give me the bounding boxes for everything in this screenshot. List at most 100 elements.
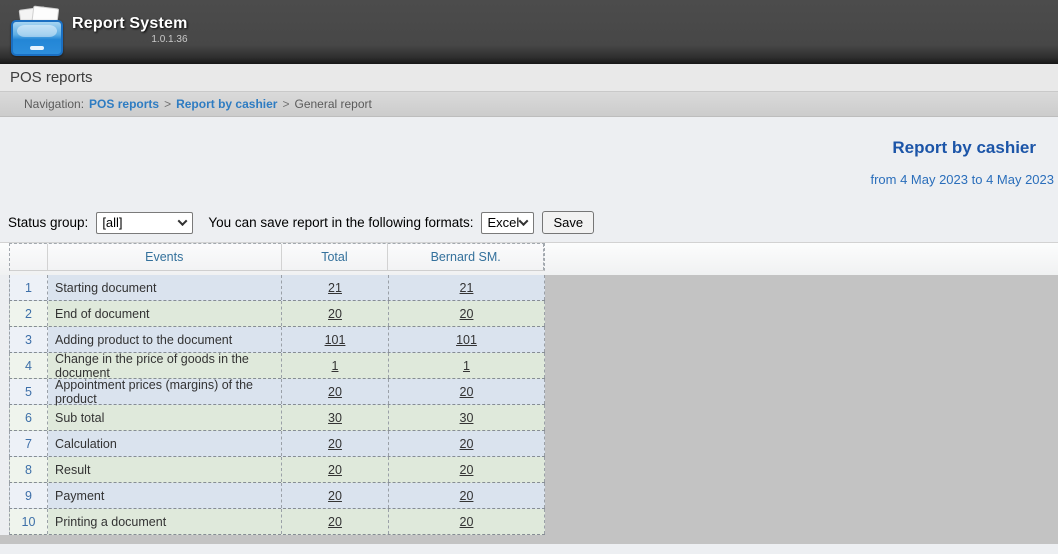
- table-row: 3 Adding product to the document 101 101: [9, 327, 545, 353]
- event-name: Result: [48, 457, 282, 482]
- bernard-value-link[interactable]: 21: [459, 280, 474, 295]
- breadcrumb-link-pos-reports[interactable]: POS reports: [89, 97, 160, 111]
- column-header-events: Events: [48, 244, 282, 270]
- table-header-row: Events Total Bernard SM.: [9, 243, 545, 271]
- bernard-value-link[interactable]: 30: [459, 410, 474, 425]
- bernard-cell: 1: [389, 353, 545, 378]
- table-row: 8 Result 20 20: [9, 457, 545, 483]
- event-name: Adding product to the document: [48, 327, 282, 352]
- column-header-bernard: Bernard SM.: [388, 244, 544, 270]
- bernard-cell: 20: [389, 379, 545, 404]
- table-header-band: Events Total Bernard SM.: [0, 242, 1058, 275]
- total-cell: 21: [282, 275, 389, 300]
- event-name: Calculation: [48, 431, 282, 456]
- column-header-total: Total: [282, 244, 389, 270]
- section-title: POS reports: [10, 69, 93, 86]
- table-row: 7 Calculation 20 20: [9, 431, 545, 457]
- bernard-value-link[interactable]: 20: [459, 514, 474, 529]
- table-row: 5 Appointment prices (margins) of the pro…: [9, 378, 545, 406]
- event-name: Appointment prices (margins) of the prod…: [48, 378, 282, 406]
- total-value-link[interactable]: 21: [328, 280, 342, 295]
- row-number: 2: [10, 301, 48, 326]
- row-number: 6: [10, 405, 48, 430]
- total-value-link[interactable]: 20: [328, 384, 342, 399]
- total-value-link[interactable]: 101: [324, 332, 346, 347]
- total-value-link[interactable]: 1: [331, 358, 339, 373]
- bernard-value-link[interactable]: 20: [459, 384, 474, 399]
- total-cell: 20: [282, 483, 389, 508]
- chevron-down-icon: [177, 216, 188, 227]
- event-name: Payment: [48, 483, 282, 508]
- total-value-link[interactable]: 20: [328, 514, 342, 529]
- bernard-value-link[interactable]: 20: [459, 436, 474, 451]
- format-select[interactable]: Excel: [481, 211, 535, 234]
- table-row: 6 Sub total 30 30: [9, 405, 545, 431]
- table-row: 9 Payment 20 20: [9, 483, 545, 509]
- chevron-down-icon: [519, 216, 529, 227]
- save-format-label: You can save report in the following for…: [208, 215, 474, 230]
- bernard-cell: 20: [389, 431, 545, 456]
- app-header: Report System 1.0.1.36: [0, 0, 1058, 64]
- bernard-cell: 20: [389, 301, 545, 326]
- report-controls: Status group: [all] You can save report …: [0, 211, 1058, 234]
- total-cell: 20: [282, 301, 389, 326]
- bernard-value-link[interactable]: 1: [463, 358, 470, 373]
- total-cell: 20: [282, 509, 389, 534]
- total-cell: 1: [282, 353, 389, 378]
- app-logo-icon: [10, 5, 66, 58]
- report-period: from 4 May 2023 to 4 May 2023: [870, 172, 1054, 187]
- total-value-link[interactable]: 20: [328, 306, 342, 321]
- row-number: 3: [10, 327, 48, 352]
- status-group-label: Status group:: [8, 215, 89, 230]
- row-number: 7: [10, 431, 48, 456]
- bernard-cell: 21: [389, 275, 545, 300]
- save-button[interactable]: Save: [542, 211, 595, 234]
- bernard-cell: 101: [389, 327, 545, 352]
- total-cell: 30: [282, 405, 389, 430]
- breadcrumb-current: General report: [294, 97, 372, 111]
- total-cell: 20: [282, 457, 389, 482]
- breadcrumb-separator: >: [282, 97, 290, 111]
- total-cell: 20: [282, 379, 389, 404]
- bernard-value-link[interactable]: 20: [459, 488, 474, 503]
- bernard-value-link[interactable]: 20: [459, 462, 474, 477]
- bernard-value-link[interactable]: 20: [459, 306, 474, 321]
- total-cell: 101: [282, 327, 389, 352]
- row-number: 1: [10, 275, 48, 300]
- report-title: Report by cashier: [892, 138, 1036, 157]
- table-row: 10 Printing a document 20 20: [9, 509, 545, 535]
- section-bar: POS reports: [0, 64, 1058, 92]
- table-row: 2 End of document 20 20: [9, 301, 545, 327]
- total-value-link[interactable]: 20: [328, 462, 342, 477]
- total-value-link[interactable]: 30: [328, 410, 342, 425]
- bernard-value-link[interactable]: 101: [456, 332, 477, 347]
- total-cell: 20: [282, 431, 389, 456]
- event-name: Printing a document: [48, 509, 282, 534]
- bernard-cell: 30: [389, 405, 545, 430]
- row-number: 8: [10, 457, 48, 482]
- breadcrumb: Navigation: POS reports > Report by cash…: [0, 92, 1058, 117]
- event-name: Sub total: [48, 405, 282, 430]
- table-row: 4 Change in the price of goods in the doc…: [9, 352, 545, 380]
- breadcrumb-link-report-by-cashier[interactable]: Report by cashier: [176, 97, 278, 111]
- events-table: 1 Starting document 21 21 2 End of document 20…: [0, 275, 545, 535]
- row-number: 10: [10, 509, 48, 534]
- total-value-link[interactable]: 20: [328, 436, 342, 451]
- total-value-link[interactable]: 20: [328, 488, 342, 503]
- breadcrumb-separator: >: [164, 97, 172, 111]
- row-number: 9: [10, 483, 48, 508]
- table-body-band: 1 Starting document 21 21 2 End of document 20…: [0, 275, 1058, 544]
- row-number: 5: [10, 379, 48, 404]
- column-header-num: [10, 244, 48, 270]
- report-content: Report by cashier from 4 May 2023 to 4 M…: [0, 117, 1058, 554]
- bernard-cell: 20: [389, 509, 545, 534]
- event-name: End of document: [48, 301, 282, 326]
- breadcrumb-label: Navigation:: [24, 97, 85, 111]
- event-name: Change in the price of goods in the docu…: [48, 352, 282, 380]
- app-version: 1.0.1.36: [151, 34, 188, 45]
- table-row: 1 Starting document 21 21: [9, 275, 545, 301]
- bernard-cell: 20: [389, 457, 545, 482]
- app-title: Report System: [72, 15, 188, 32]
- row-number: 4: [10, 353, 48, 378]
- status-group-select[interactable]: [all]: [96, 211, 194, 234]
